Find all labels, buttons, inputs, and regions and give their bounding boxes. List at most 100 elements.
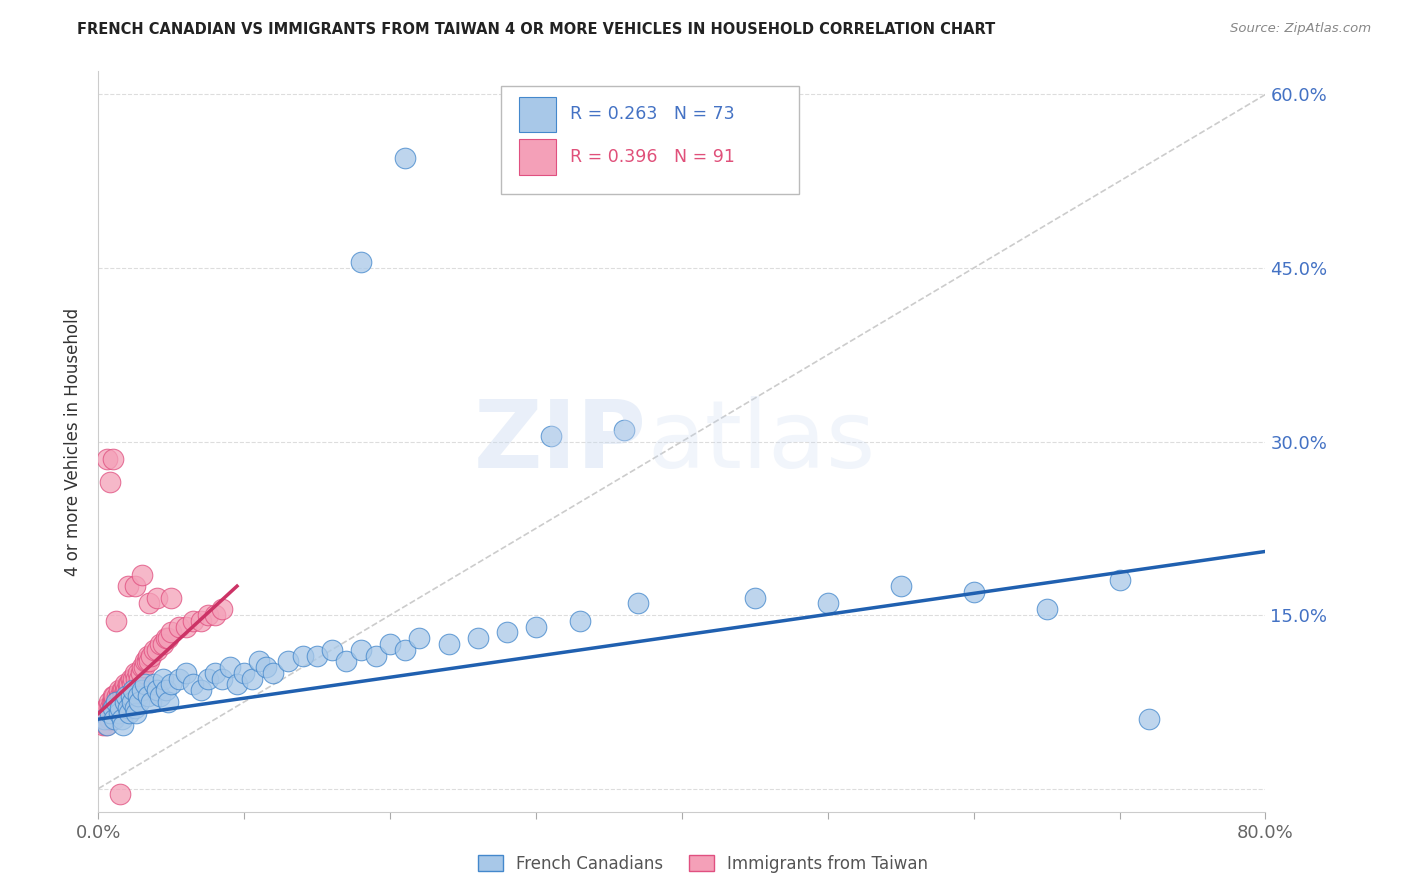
Point <box>131 660 153 674</box>
Point <box>91 718 114 732</box>
Point <box>817 597 839 611</box>
Point <box>105 689 128 703</box>
Point <box>118 677 141 691</box>
Point <box>111 712 134 726</box>
Point <box>114 695 136 709</box>
Point <box>190 683 212 698</box>
Point <box>110 695 132 709</box>
Point <box>204 665 226 680</box>
Point <box>100 695 122 709</box>
Point <box>174 665 197 680</box>
Point <box>496 625 519 640</box>
Point <box>233 665 256 680</box>
Point <box>152 637 174 651</box>
Point <box>117 689 139 703</box>
Point <box>110 700 132 714</box>
Point <box>254 660 277 674</box>
Point <box>134 677 156 691</box>
Point <box>112 718 135 732</box>
Point <box>127 665 149 680</box>
Point <box>136 648 159 663</box>
Point <box>100 700 122 714</box>
Point <box>112 689 135 703</box>
Point <box>98 700 121 714</box>
Point <box>394 642 416 657</box>
Point <box>115 689 138 703</box>
FancyBboxPatch shape <box>519 139 555 175</box>
Point <box>247 654 270 668</box>
Point <box>146 642 169 657</box>
Point <box>138 597 160 611</box>
Point <box>93 712 115 726</box>
Point <box>197 608 219 623</box>
Point <box>111 689 134 703</box>
Point <box>98 706 121 721</box>
FancyBboxPatch shape <box>519 96 555 132</box>
Point <box>167 672 190 686</box>
Point <box>139 648 162 663</box>
Point <box>121 695 143 709</box>
Point <box>120 689 142 703</box>
Point <box>149 637 172 651</box>
Point <box>101 706 124 721</box>
Point <box>101 712 124 726</box>
Point <box>104 614 127 628</box>
Point <box>122 672 145 686</box>
Point <box>101 689 124 703</box>
Point <box>350 642 373 657</box>
Point <box>1137 712 1160 726</box>
Point <box>97 695 120 709</box>
Point <box>380 637 402 651</box>
Point <box>128 695 150 709</box>
Point <box>181 614 204 628</box>
Point <box>1035 602 1057 616</box>
Point <box>134 654 156 668</box>
Point <box>524 619 547 633</box>
Point <box>568 614 591 628</box>
Point <box>96 451 118 466</box>
Point <box>226 677 249 691</box>
Point <box>101 451 124 466</box>
Point <box>108 689 131 703</box>
Point <box>307 648 329 663</box>
Point <box>131 567 153 582</box>
Point <box>100 706 122 721</box>
Point <box>157 631 180 645</box>
Point <box>96 718 118 732</box>
Point <box>94 712 117 726</box>
Point <box>160 625 183 640</box>
Point <box>124 665 146 680</box>
Text: R = 0.263   N = 73: R = 0.263 N = 73 <box>569 105 734 123</box>
Point <box>90 712 112 726</box>
Point <box>105 700 128 714</box>
Point <box>125 672 148 686</box>
Point <box>120 672 142 686</box>
Point <box>211 602 233 616</box>
Point <box>98 475 121 489</box>
Point <box>408 631 430 645</box>
Point <box>627 597 650 611</box>
Point <box>94 700 117 714</box>
Point <box>98 712 121 726</box>
Point <box>128 672 150 686</box>
Point <box>146 683 169 698</box>
Point <box>114 677 136 691</box>
Point <box>394 151 416 165</box>
Point <box>135 654 157 668</box>
Point <box>157 695 180 709</box>
Point <box>350 255 373 269</box>
Point <box>890 579 912 593</box>
Point <box>142 642 165 657</box>
Point <box>136 689 159 703</box>
Point <box>96 706 118 721</box>
Point <box>110 788 132 802</box>
Point <box>117 683 139 698</box>
Point <box>101 695 124 709</box>
Point <box>103 695 125 709</box>
Point <box>117 700 139 714</box>
Text: FRENCH CANADIAN VS IMMIGRANTS FROM TAIWAN 4 OR MORE VEHICLES IN HOUSEHOLD CORREL: FRENCH CANADIAN VS IMMIGRANTS FROM TAIWA… <box>77 22 995 37</box>
Point <box>124 700 146 714</box>
Point <box>190 614 212 628</box>
Point <box>146 591 169 605</box>
Point <box>262 665 284 680</box>
